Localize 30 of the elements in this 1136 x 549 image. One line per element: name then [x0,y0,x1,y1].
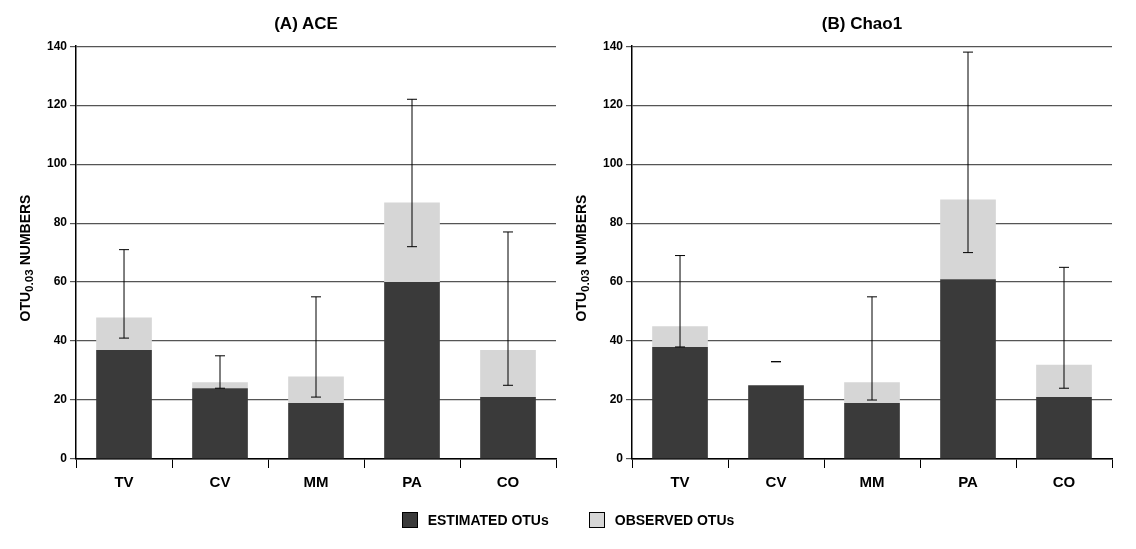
y-tick-label: 80 [53,215,68,230]
y-tick-label: 40 [609,333,624,348]
y-tick-label: 140 [46,38,68,53]
y-tick-label: 60 [609,274,624,289]
x-tick-label: PA [402,473,423,491]
y-tick-label: 60 [53,274,68,289]
chart-title: (A) ACE [273,14,339,34]
y-tick-label: 40 [53,333,68,348]
x-tick-label: PA [958,473,979,491]
x-tick-label: CO [496,473,520,491]
y-tick-label: 20 [53,392,68,407]
y-tick-label: 140 [602,38,624,53]
y-tick-label: 100 [46,156,68,171]
x-tick-label: CO [1052,473,1076,491]
y-tick-label: 20 [609,392,624,407]
y-tick-label: 0 [616,451,624,466]
x-tick-label: MM [303,473,329,491]
x-tick-label: CV [765,473,787,491]
x-tick-label: CV [209,473,231,491]
y-tick-label: 120 [46,97,68,112]
y-tick-label: 0 [60,451,68,466]
legend-label: ESTIMATED OTUs [426,512,549,528]
chart-title: (B) Chao1 [820,14,904,34]
legend-label: OBSERVED OTUs [613,512,735,528]
x-tick-label: MM [859,473,885,491]
y-tick-label: 120 [602,97,624,112]
y-tick-label: 100 [602,156,624,171]
x-tick-label: TV [670,473,690,491]
y-tick-label: 80 [609,215,624,230]
x-tick-label: TV [114,473,134,491]
